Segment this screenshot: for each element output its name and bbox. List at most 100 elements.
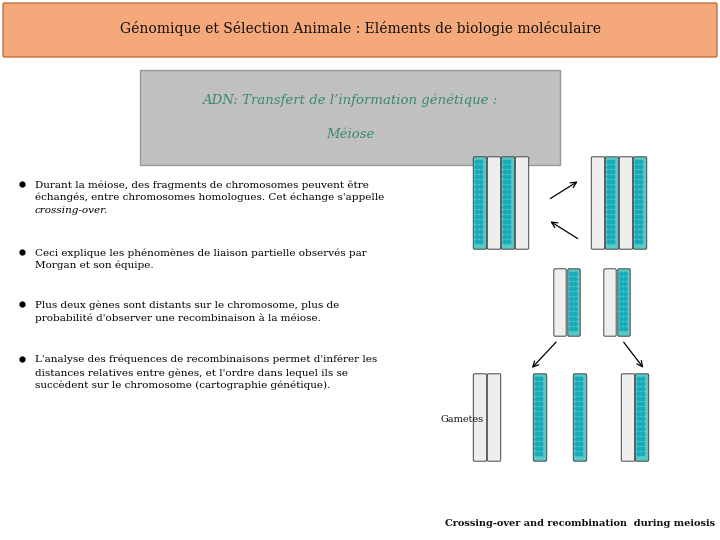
Text: crossing-over.: crossing-over. [35, 206, 108, 215]
Circle shape [503, 205, 507, 209]
Circle shape [642, 377, 645, 381]
Circle shape [575, 427, 579, 431]
Circle shape [507, 190, 510, 194]
Circle shape [624, 292, 627, 296]
Circle shape [637, 442, 641, 446]
Circle shape [503, 220, 507, 224]
Circle shape [574, 277, 577, 281]
Circle shape [607, 205, 611, 209]
Circle shape [475, 190, 479, 194]
Circle shape [637, 392, 641, 396]
Circle shape [539, 382, 543, 386]
Circle shape [611, 220, 615, 224]
Circle shape [607, 170, 611, 174]
Circle shape [579, 407, 582, 411]
Circle shape [507, 240, 510, 244]
Text: Crossing-over and recombination  during meiosis: Crossing-over and recombination during m… [445, 519, 715, 528]
Circle shape [480, 180, 483, 184]
Circle shape [639, 205, 643, 209]
Circle shape [635, 240, 639, 244]
Circle shape [475, 165, 479, 169]
Circle shape [507, 220, 510, 224]
Circle shape [611, 240, 615, 244]
Circle shape [642, 417, 645, 421]
Circle shape [574, 287, 577, 291]
Circle shape [539, 407, 543, 411]
Circle shape [642, 452, 645, 456]
Circle shape [535, 392, 539, 396]
Circle shape [575, 452, 579, 456]
Circle shape [639, 185, 643, 189]
Circle shape [607, 215, 611, 219]
Circle shape [539, 452, 543, 456]
Circle shape [635, 195, 639, 199]
Circle shape [624, 317, 627, 321]
Circle shape [507, 215, 510, 219]
Circle shape [620, 312, 624, 316]
Circle shape [642, 412, 645, 416]
FancyBboxPatch shape [473, 157, 487, 249]
Circle shape [635, 160, 639, 164]
Circle shape [539, 377, 543, 381]
Text: Plus deux gènes sont distants sur le chromosome, plus de: Plus deux gènes sont distants sur le chr… [35, 300, 339, 309]
Circle shape [579, 382, 582, 386]
Circle shape [611, 235, 615, 239]
Circle shape [535, 387, 539, 391]
Circle shape [507, 200, 510, 204]
Circle shape [635, 190, 639, 194]
Circle shape [570, 307, 573, 311]
Circle shape [637, 417, 641, 421]
Circle shape [475, 180, 479, 184]
Circle shape [637, 412, 641, 416]
Circle shape [507, 230, 510, 234]
Circle shape [579, 412, 582, 416]
Circle shape [624, 277, 627, 281]
Circle shape [480, 215, 483, 219]
Circle shape [639, 210, 643, 214]
Circle shape [611, 175, 615, 179]
Circle shape [575, 392, 579, 396]
Text: ADN: Transfert de l’information génétique :: ADN: Transfert de l’information génétiqu… [202, 93, 498, 107]
FancyBboxPatch shape [604, 269, 616, 336]
Circle shape [637, 382, 641, 386]
Circle shape [579, 437, 582, 441]
Circle shape [507, 235, 510, 239]
Circle shape [503, 170, 507, 174]
Circle shape [611, 215, 615, 219]
Circle shape [535, 382, 539, 386]
FancyBboxPatch shape [618, 269, 630, 336]
Circle shape [574, 272, 577, 276]
Text: Morgan et son équipe.: Morgan et son équipe. [35, 261, 153, 271]
Circle shape [570, 292, 573, 296]
Circle shape [507, 185, 510, 189]
Circle shape [539, 402, 543, 406]
Circle shape [624, 322, 627, 326]
Circle shape [475, 185, 479, 189]
Circle shape [507, 160, 510, 164]
Circle shape [637, 452, 641, 456]
Circle shape [575, 422, 579, 426]
Circle shape [480, 190, 483, 194]
Circle shape [507, 210, 510, 214]
Circle shape [624, 282, 627, 286]
FancyBboxPatch shape [573, 374, 587, 461]
Circle shape [503, 160, 507, 164]
Circle shape [611, 185, 615, 189]
Circle shape [503, 185, 507, 189]
Circle shape [620, 307, 624, 311]
Circle shape [642, 427, 645, 431]
Circle shape [570, 277, 573, 281]
Circle shape [620, 287, 624, 291]
Circle shape [503, 190, 507, 194]
Circle shape [579, 447, 582, 451]
Circle shape [480, 235, 483, 239]
Circle shape [642, 407, 645, 411]
Circle shape [539, 432, 543, 436]
Circle shape [579, 442, 582, 446]
Circle shape [624, 287, 627, 291]
Circle shape [475, 210, 479, 214]
Circle shape [475, 240, 479, 244]
Circle shape [475, 225, 479, 229]
Circle shape [624, 302, 627, 306]
Circle shape [539, 447, 543, 451]
